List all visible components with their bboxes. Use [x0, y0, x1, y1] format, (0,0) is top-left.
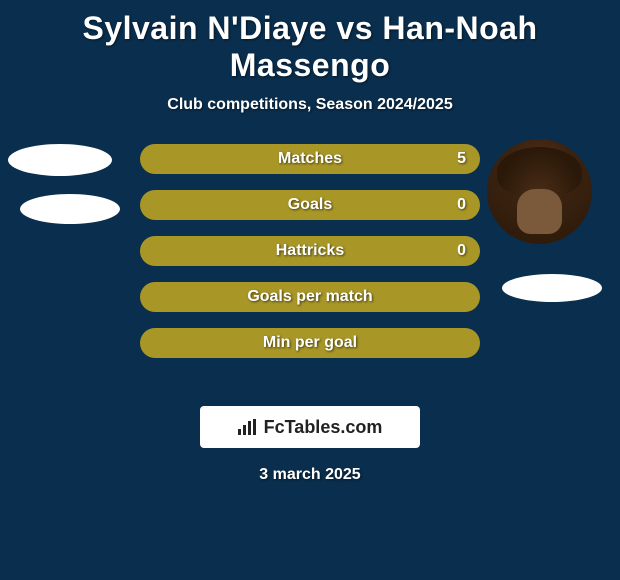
- stat-bar-matches: Matches 5: [140, 144, 480, 174]
- stat-value-right: 5: [457, 150, 466, 168]
- player-right-name-placeholder: [502, 274, 602, 302]
- stat-bar-goals-per-match: Goals per match: [140, 282, 480, 312]
- logo-text: FcTables.com: [264, 417, 383, 438]
- stat-value-right: 0: [457, 196, 466, 214]
- logo-box: FcTables.com: [200, 406, 420, 448]
- stat-bar-min-per-goal: Min per goal: [140, 328, 480, 358]
- stat-label: Hattricks: [276, 242, 344, 260]
- stat-bar-goals: Goals 0: [140, 190, 480, 220]
- player-left-name-placeholder: [20, 194, 120, 224]
- player-right-avatar: [487, 139, 592, 244]
- stat-label: Min per goal: [263, 334, 357, 352]
- page-subtitle: Club competitions, Season 2024/2025: [0, 96, 620, 114]
- stat-label: Goals: [288, 196, 332, 214]
- stat-label: Matches: [278, 150, 342, 168]
- stat-rows: Matches 5 Goals 0 Hattricks 0 Goals per …: [140, 144, 480, 358]
- date-label: 3 march 2025: [0, 466, 620, 484]
- comparison-area: Matches 5 Goals 0 Hattricks 0 Goals per …: [0, 144, 620, 394]
- page-title: Sylvain N'Diaye vs Han-Noah Massengo: [0, 10, 620, 84]
- stat-label: Goals per match: [247, 288, 372, 306]
- player-left-avatar-placeholder: [8, 144, 112, 176]
- bar-chart-icon: [238, 419, 258, 435]
- comparison-card: Sylvain N'Diaye vs Han-Noah Massengo Clu…: [0, 0, 620, 484]
- stat-bar-hattricks: Hattricks 0: [140, 236, 480, 266]
- stat-value-right: 0: [457, 242, 466, 260]
